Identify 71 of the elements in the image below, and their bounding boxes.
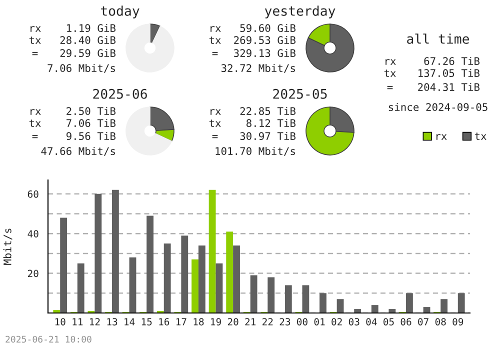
text: tx [384,70,396,77]
text: 2.50 TiB [66,106,116,116]
x-tick-label: 08 [435,318,446,326]
text: rx [210,26,221,32]
chart-title: today [100,6,140,18]
text: tx [29,120,41,127]
text: = [32,52,38,56]
text: 101.70 Mbit/s [216,146,295,156]
text: 204.31 TiB [418,82,480,92]
x-tick-label: 17 [176,318,186,326]
text: = [387,86,393,90]
x-tick-label: 00 [297,318,308,326]
text: 9.56 TiB [66,132,116,140]
x-tick-label: 20 [228,318,238,326]
text: 7.06 TiB [66,118,116,128]
text: rx [386,59,396,65]
text: 67.26 TiB [424,56,480,66]
text: tx [209,120,221,127]
y-axis-title: Mbit/s [3,228,12,265]
text: = [212,135,218,138]
x-tick-label: 09 [452,318,464,326]
text: 1.19 GiB [67,24,116,32]
x-tick-label: 21 [245,318,256,326]
x-tick-label: 07 [418,318,428,326]
x-tick-label: 22 [262,318,273,326]
text: 28.40 GiB [60,36,116,44]
x-tick-label: 05 [383,318,394,326]
x-tick-label: 19 [211,318,221,326]
x-tick-label: 11 [72,318,83,326]
chart-title: 2025-05 [273,88,327,99]
x-tick-label: 02 [332,318,342,326]
x-tick-label: 15 [142,318,152,326]
text: rx [30,109,41,115]
text: 7.06 Mbit/s [48,64,115,73]
text: tx [209,36,221,44]
y-tick-label: 40 [28,230,38,238]
text: 30.97 TiB [240,132,296,140]
text: 32.72 Mbit/s [221,64,295,73]
x-tick-label: 06 [400,318,412,326]
text: 137.05 TiB [418,68,480,78]
x-tick-label: 16 [159,318,170,326]
x-tick-label: 13 [107,318,118,326]
text: = [32,135,38,138]
text: all time [407,34,469,44]
text: since 2024-09-05 [388,102,488,112]
text: rx [210,109,221,115]
x-tick-label: 12 [90,318,100,326]
text: 47.66 Mbit/s [41,146,115,156]
text: 8.12 TiB [246,118,296,128]
x-tick-label: 14 [124,318,135,326]
x-tick-label: 18 [194,318,204,326]
x-tick-label: 10 [55,318,66,326]
text: tx [29,36,41,44]
text: rx [30,26,41,32]
legend-label: tx [474,132,486,140]
x-tick-label: 01 [314,318,325,326]
legend-label: rx [436,134,447,140]
text: 22.85 TiB [240,106,296,116]
chart-title: yesterday [264,6,336,18]
x-tick-label: 23 [280,318,290,326]
y-tick-label: 60 [28,190,38,198]
text: = [212,52,218,56]
y-tick-label: 20 [28,270,38,278]
text: 269.53 GiB [234,36,296,44]
text: 2025-06-21 10:00 [6,336,92,343]
x-tick-label: 03 [348,318,360,326]
text: 29.59 GiB [60,48,116,58]
text: 59.60 GiB [240,24,296,32]
x-tick-label: 04 [366,318,377,326]
chart-title: 2025-06 [93,88,147,99]
text: 329.13 GiB [234,48,296,58]
